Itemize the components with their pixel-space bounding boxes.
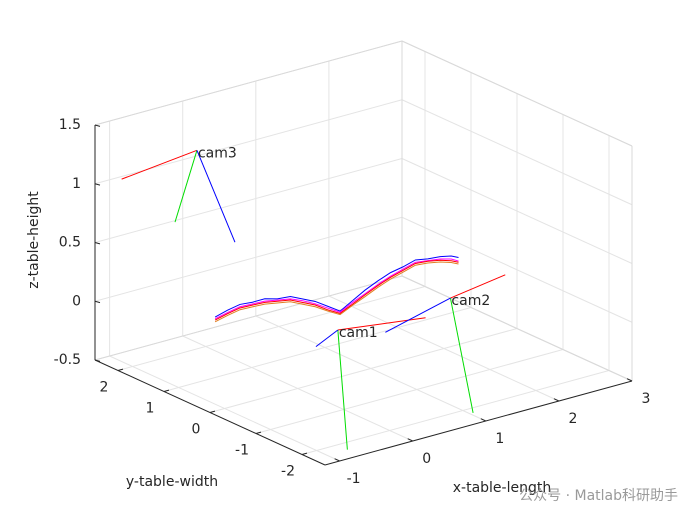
camera-axis bbox=[196, 150, 236, 243]
trajectory bbox=[214, 259, 459, 321]
z-tick bbox=[94, 300, 101, 304]
camera-label: cam1 bbox=[339, 325, 378, 341]
x-tick bbox=[334, 458, 340, 462]
x-tick bbox=[553, 398, 560, 402]
marks-layer bbox=[121, 149, 506, 450]
z-tick-label: -0.5 bbox=[54, 352, 81, 368]
y-tick-label: -2 bbox=[281, 464, 295, 480]
y-tick bbox=[117, 368, 124, 371]
x-tick-label: 3 bbox=[642, 391, 651, 407]
watermark: 公众号 · Matlab科研助手 bbox=[519, 488, 678, 504]
trajectory bbox=[214, 255, 459, 318]
grid-line bbox=[401, 158, 633, 264]
y-axis-label: y-table-width bbox=[126, 474, 218, 490]
z-tick-label: 0.5 bbox=[59, 235, 81, 251]
camera-label: cam3 bbox=[198, 145, 237, 161]
x-axis bbox=[324, 380, 633, 466]
grid-line bbox=[209, 328, 518, 413]
camera-axis bbox=[450, 274, 506, 299]
camera-axis bbox=[385, 297, 451, 333]
y-tick-label: 0 bbox=[192, 422, 201, 438]
labels-layer: -1 0 1 2 3 -2 -1 0 1 2 -0.5 0 0.5 1 1.5 cam1 cam2 cam3 bbox=[54, 117, 651, 487]
camera-label: cam2 bbox=[451, 293, 490, 309]
y-tick-label: -1 bbox=[235, 443, 249, 459]
box-edge bbox=[94, 275, 403, 361]
z-tick bbox=[94, 242, 101, 245]
y-tick-label: 2 bbox=[100, 380, 109, 396]
y-tick bbox=[255, 431, 262, 434]
box-edge bbox=[401, 40, 633, 147]
grid-line bbox=[94, 158, 403, 243]
box-edge bbox=[94, 40, 403, 126]
z-tick-label: 1.5 bbox=[59, 117, 81, 133]
z-axis-label: z-table-height bbox=[26, 191, 42, 289]
x-tick bbox=[480, 418, 487, 422]
grid-line bbox=[117, 286, 426, 371]
camera-axis bbox=[337, 329, 348, 450]
grid-line bbox=[401, 216, 633, 323]
box-edge bbox=[401, 275, 633, 382]
z-tick bbox=[94, 183, 101, 186]
grid-line bbox=[301, 370, 610, 455]
y-tick bbox=[209, 410, 216, 413]
camera-axis bbox=[174, 150, 198, 223]
camera-axis bbox=[315, 329, 339, 347]
z-tick bbox=[94, 359, 101, 362]
trajectory bbox=[214, 261, 459, 323]
camera-axis bbox=[449, 297, 474, 413]
y-tick-label: 1 bbox=[146, 401, 155, 417]
x-axis-label: x-table-length bbox=[453, 480, 551, 496]
grid-layer bbox=[94, 40, 633, 466]
x-tick-label: 1 bbox=[495, 431, 504, 447]
y-tick bbox=[163, 389, 170, 392]
grid-line bbox=[401, 99, 633, 206]
trajectory bbox=[214, 258, 459, 320]
z-tick-label: 0 bbox=[72, 293, 81, 309]
camera-axis bbox=[121, 149, 198, 180]
y-tick bbox=[301, 452, 308, 455]
x-tick-label: 0 bbox=[422, 451, 431, 467]
x-tick-label: -1 bbox=[347, 471, 361, 487]
z-tick-label: 1 bbox=[72, 176, 81, 192]
x-tick-label: 2 bbox=[568, 411, 577, 427]
grid-line bbox=[163, 307, 472, 392]
x-tick bbox=[407, 438, 413, 442]
camera-axis bbox=[337, 317, 426, 331]
grid-line bbox=[94, 216, 403, 302]
grid-line bbox=[255, 349, 564, 434]
z-tick bbox=[94, 124, 101, 127]
x-tick bbox=[626, 378, 633, 382]
